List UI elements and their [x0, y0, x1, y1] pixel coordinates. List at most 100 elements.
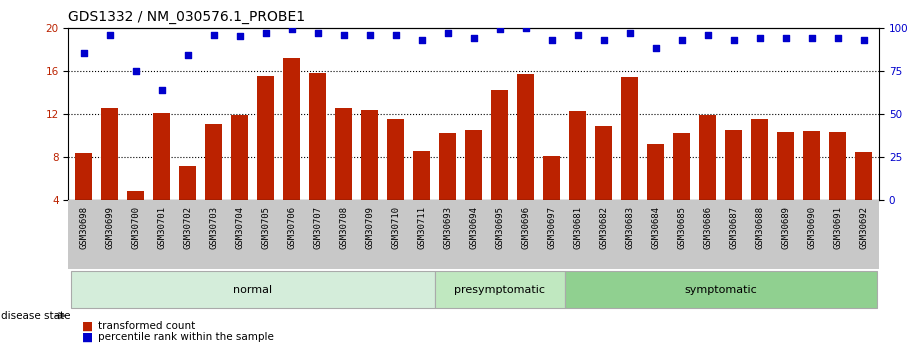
Bar [804, 131, 820, 200]
Text: symptomatic: symptomatic [684, 285, 757, 295]
Point [363, 32, 377, 37]
Bar [205, 124, 222, 200]
Bar [153, 113, 170, 200]
Point [778, 35, 793, 41]
Bar [258, 76, 274, 200]
Bar [71, 271, 435, 308]
Text: GSM30692: GSM30692 [859, 206, 868, 249]
Text: GSM30700: GSM30700 [131, 206, 140, 249]
Bar [414, 150, 430, 200]
Text: GSM30693: GSM30693 [444, 206, 452, 249]
Point [180, 52, 195, 58]
Text: GSM30701: GSM30701 [158, 206, 167, 249]
Text: GSM30682: GSM30682 [599, 206, 609, 249]
Text: ■: ■ [82, 319, 93, 333]
Text: GSM30691: GSM30691 [833, 206, 842, 249]
Point [155, 87, 169, 92]
Text: GSM30703: GSM30703 [210, 206, 219, 249]
Point [752, 35, 767, 41]
Text: presymptomatic: presymptomatic [455, 285, 545, 295]
Text: GSM30685: GSM30685 [677, 206, 686, 249]
Point [466, 35, 481, 41]
Bar [699, 115, 716, 200]
Point [207, 32, 221, 37]
Point [77, 51, 91, 56]
Text: normal: normal [233, 285, 272, 295]
Point [128, 68, 143, 73]
Point [830, 35, 844, 41]
Text: GSM30711: GSM30711 [417, 206, 426, 249]
Point [388, 32, 403, 37]
Text: GSM30690: GSM30690 [807, 206, 816, 249]
Bar [829, 132, 846, 200]
Bar [466, 130, 482, 200]
Point [649, 46, 663, 51]
Point [232, 33, 247, 39]
Text: GSM30705: GSM30705 [261, 206, 271, 249]
Text: GSM30694: GSM30694 [469, 206, 478, 249]
Text: GDS1332 / NM_030576.1_PROBE1: GDS1332 / NM_030576.1_PROBE1 [68, 10, 305, 24]
Point [597, 37, 611, 42]
Text: GSM30686: GSM30686 [703, 206, 712, 249]
Text: disease state: disease state [1, 311, 70, 321]
Text: GSM30710: GSM30710 [391, 206, 400, 249]
Point [674, 37, 689, 42]
Bar [435, 271, 565, 308]
Bar [752, 119, 768, 200]
Point [545, 37, 559, 42]
Text: GSM30709: GSM30709 [365, 206, 374, 249]
Bar [101, 108, 118, 200]
Bar [128, 191, 144, 200]
Bar [310, 73, 326, 200]
Point [259, 30, 273, 36]
Point [518, 25, 533, 30]
Bar [621, 77, 638, 200]
Bar [647, 144, 664, 200]
Text: percentile rank within the sample: percentile rank within the sample [98, 333, 274, 342]
Bar [362, 110, 378, 200]
Bar [777, 132, 794, 200]
Text: GSM30683: GSM30683 [625, 206, 634, 249]
Text: GSM30689: GSM30689 [781, 206, 790, 249]
Point [284, 27, 299, 32]
Text: GSM30698: GSM30698 [79, 206, 88, 249]
Bar [283, 58, 301, 200]
Bar [673, 133, 690, 200]
Text: GSM30702: GSM30702 [183, 206, 192, 249]
Point [804, 35, 819, 41]
Point [856, 37, 871, 42]
Text: GSM30696: GSM30696 [521, 206, 530, 249]
Point [570, 32, 585, 37]
Bar [569, 111, 586, 200]
Bar [517, 74, 534, 200]
Bar [335, 108, 353, 200]
Text: GSM30687: GSM30687 [729, 206, 738, 249]
Bar [179, 166, 196, 200]
Bar [491, 90, 508, 200]
Text: GSM30706: GSM30706 [287, 206, 296, 249]
Bar [565, 271, 876, 308]
Point [415, 37, 429, 42]
Point [311, 30, 325, 36]
Text: ■: ■ [82, 331, 93, 344]
Bar [725, 130, 742, 200]
Text: GSM30704: GSM30704 [235, 206, 244, 249]
Point [701, 32, 715, 37]
Point [622, 30, 637, 36]
Bar [387, 119, 404, 200]
Text: GSM30684: GSM30684 [651, 206, 660, 249]
Bar [595, 126, 612, 200]
Text: GSM30699: GSM30699 [106, 206, 115, 249]
Text: GSM30681: GSM30681 [573, 206, 582, 249]
Text: transformed count: transformed count [98, 321, 196, 331]
Bar [76, 152, 92, 200]
Bar [439, 133, 456, 200]
Bar [543, 156, 560, 200]
Text: GSM30688: GSM30688 [755, 206, 764, 249]
Text: GSM30708: GSM30708 [339, 206, 348, 249]
Bar [231, 115, 249, 200]
Point [493, 27, 507, 32]
Point [726, 37, 741, 42]
Bar [855, 151, 872, 200]
Text: GSM30707: GSM30707 [313, 206, 322, 249]
